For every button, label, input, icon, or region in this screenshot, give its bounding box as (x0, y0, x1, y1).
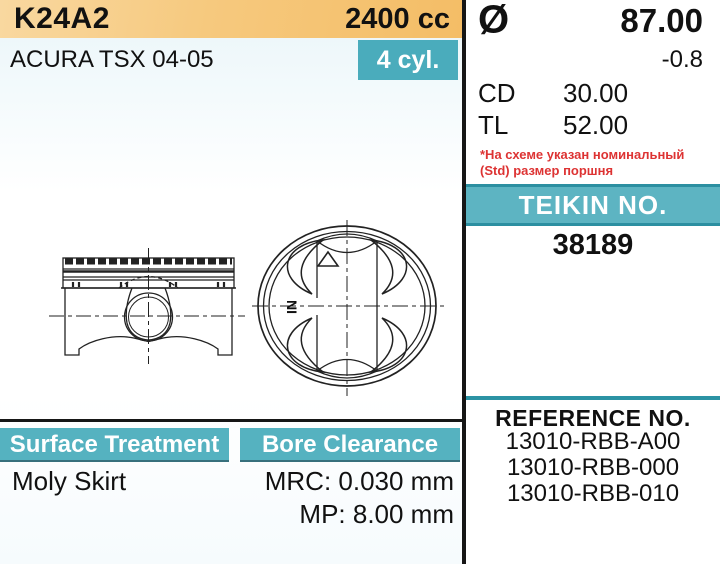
panel-divider (462, 0, 466, 564)
piston-top-view-drawing: IN (252, 220, 444, 396)
reference-section-rule (466, 396, 720, 400)
tl-value: 52.00 (563, 110, 629, 140)
std-size-note-line1: *На схеме указан номинальный (480, 147, 685, 162)
tl-label: TL (478, 110, 509, 140)
engine-header-band: K24A2 2400 cc (0, 0, 462, 38)
valve-relief-pockets (286, 239, 408, 373)
diameter-symbol: Ø (478, 0, 510, 42)
cylinder-count-badge: 4 cyl. (358, 40, 458, 80)
cd-value: 30.00 (563, 78, 629, 108)
vehicle-name: ACURA TSX 04-05 (10, 46, 214, 73)
teikin-no-band: TEIKIN NO. (466, 184, 720, 226)
orientation-triangle-icon (316, 250, 340, 267)
bore-clearance-header: Bore Clearance (240, 428, 460, 462)
reference-number: 13010-RBB-010 (506, 480, 680, 507)
diameter-tolerance: -0.8 (661, 46, 703, 73)
bore-clearance-mp-value: MP: 8.00 mm (299, 499, 454, 529)
reference-number: 13010-RBB-A00 (505, 428, 681, 455)
right-panel: Ø 87.00 -0.8 CD 30.00 TL 52.00 *На схеме… (466, 0, 720, 564)
piston-side-view-drawing (49, 248, 245, 364)
diameter-value: 87.00 (620, 2, 703, 39)
reference-no-label: REFERENCE NO. (495, 405, 691, 431)
bore-clearance-mrc-value: MRC: 0.030 mm (264, 466, 454, 496)
cd-label: CD (478, 78, 516, 108)
table-top-rule (0, 419, 462, 422)
reference-number-list: 13010-RBB-A00 13010-RBB-000 13010-RBB-01… (466, 429, 720, 507)
std-size-note: *На схеме указан номинальный (Std) разме… (480, 147, 715, 179)
teikin-number: 38189 (552, 229, 634, 261)
surface-treatment-header: Surface Treatment (0, 428, 229, 462)
intake-side-marking: IN (284, 300, 300, 314)
displacement-value: 2400 cc (345, 2, 450, 35)
engine-code: K24A2 (14, 2, 110, 35)
reference-number: 13010-RBB-000 (506, 454, 680, 481)
std-size-note-line2: (Std) размер поршня (480, 163, 614, 178)
left-panel: K24A2 2400 cc ACURA TSX 04-05 4 cyl. (0, 0, 462, 564)
surface-treatment-value: Moly Skirt (12, 466, 127, 496)
